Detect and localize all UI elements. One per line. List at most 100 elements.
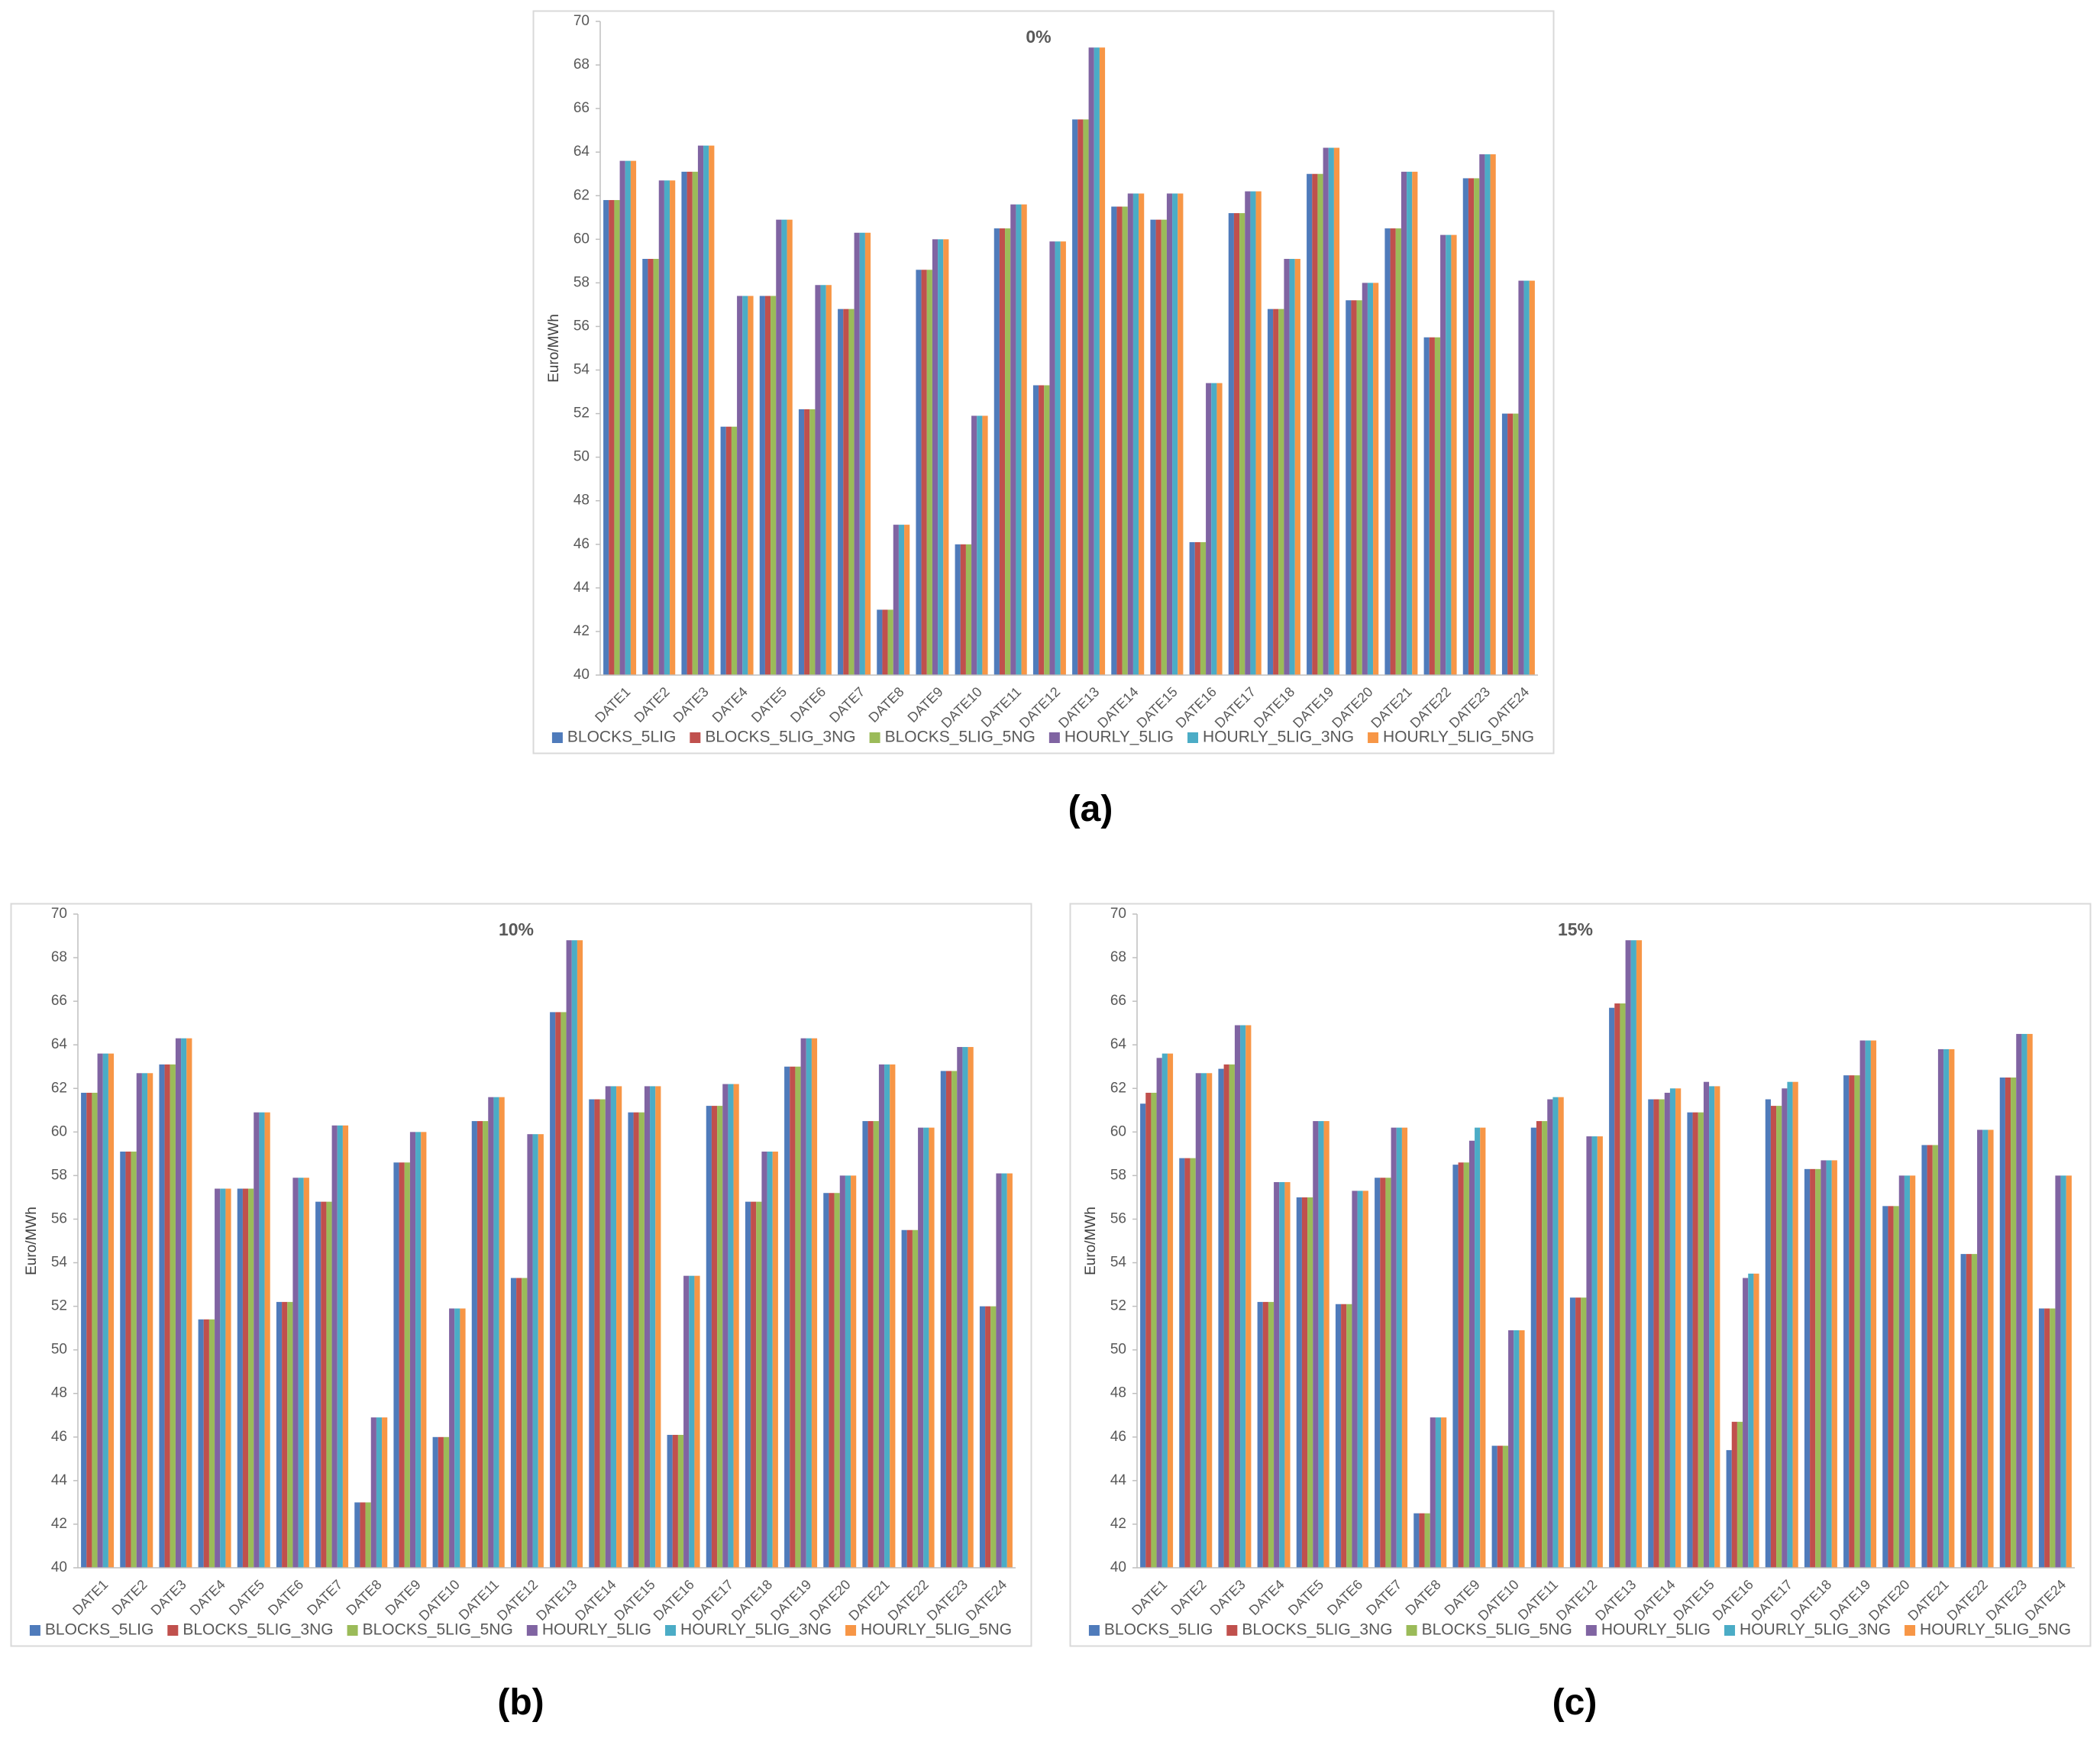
bar xyxy=(1156,1058,1162,1568)
bar xyxy=(1161,219,1167,675)
bar xyxy=(1395,228,1401,676)
bar xyxy=(220,1188,226,1568)
bar xyxy=(1318,1121,1324,1568)
bar xyxy=(1099,47,1106,676)
bar xyxy=(365,1502,371,1568)
bar xyxy=(1452,1165,1459,1568)
bar xyxy=(1960,1254,1966,1568)
bar xyxy=(790,1066,796,1568)
bar xyxy=(1630,940,1636,1568)
bar xyxy=(650,1086,656,1568)
bar xyxy=(1373,283,1379,675)
bar xyxy=(404,1162,410,1568)
bar xyxy=(1021,204,1027,675)
bar xyxy=(449,1308,455,1568)
bar xyxy=(761,1152,767,1568)
bar xyxy=(454,1308,460,1568)
bar xyxy=(510,1278,517,1568)
y-tick-label: 42 xyxy=(1110,1516,1126,1532)
bar xyxy=(1301,1197,1308,1568)
bar xyxy=(1116,206,1123,675)
bar xyxy=(748,296,754,675)
bar xyxy=(1323,147,1329,675)
bar xyxy=(1479,154,1485,675)
bar xyxy=(276,1301,283,1568)
bar xyxy=(1698,1112,1704,1568)
y-tick-label: 48 xyxy=(1110,1385,1126,1401)
bar xyxy=(728,1084,734,1568)
bar xyxy=(1262,1301,1268,1568)
bar xyxy=(1335,1304,1342,1568)
bar xyxy=(1709,1086,1715,1568)
bar xyxy=(125,1152,131,1568)
bar xyxy=(393,1162,399,1568)
bar xyxy=(443,1436,450,1568)
bar xyxy=(642,259,648,676)
bar xyxy=(1659,1099,1665,1568)
bar xyxy=(1412,171,1418,675)
bar xyxy=(614,199,620,675)
bar xyxy=(432,1436,438,1568)
bar xyxy=(619,160,625,675)
bar xyxy=(1396,1127,1402,1568)
bar xyxy=(1167,1053,1174,1568)
bar xyxy=(1485,154,1491,675)
bar xyxy=(1475,1127,1481,1568)
bar xyxy=(1558,1097,1564,1568)
bar xyxy=(1341,1304,1347,1568)
bar xyxy=(1620,1003,1626,1568)
bar xyxy=(1542,1121,1548,1568)
bar xyxy=(141,1073,148,1568)
bar xyxy=(776,219,782,675)
bar xyxy=(1312,173,1318,675)
panel-label: (b) xyxy=(497,1682,544,1723)
bar xyxy=(951,1071,958,1568)
bar xyxy=(1966,1254,1972,1568)
legend-label: HOURLY_5LIG xyxy=(1065,729,1174,746)
y-tick-label: 44 xyxy=(1110,1472,1127,1488)
bar xyxy=(1145,1092,1152,1568)
bar xyxy=(164,1064,170,1568)
bar xyxy=(1218,1068,1224,1568)
bar xyxy=(854,232,860,676)
bar xyxy=(1753,1273,1759,1568)
bar xyxy=(1140,1103,1146,1568)
y-tick-label: 56 xyxy=(51,1210,67,1226)
bar xyxy=(264,1112,270,1568)
bar xyxy=(1831,1160,1837,1568)
bar xyxy=(1737,1421,1743,1568)
bar xyxy=(1229,1064,1235,1568)
bar xyxy=(2055,1175,2061,1568)
bar xyxy=(1513,413,1519,675)
bar xyxy=(1274,1181,1280,1568)
bar xyxy=(136,1073,142,1568)
legend-label: HOURLY_5LIG xyxy=(1601,1621,1711,1639)
bar xyxy=(1609,1007,1615,1568)
bar xyxy=(1770,1106,1777,1568)
legend-swatch xyxy=(869,732,880,743)
bar xyxy=(1888,1206,1894,1568)
bar xyxy=(873,1121,879,1568)
y-tick-label: 50 xyxy=(573,449,590,465)
bar xyxy=(1508,1330,1514,1568)
bar xyxy=(2038,1308,2045,1568)
bar xyxy=(2027,1033,2033,1568)
bar xyxy=(965,544,972,675)
bar xyxy=(653,259,659,676)
bar xyxy=(1250,191,1256,675)
bar xyxy=(1977,1129,1983,1568)
bar xyxy=(1357,1191,1363,1568)
bar xyxy=(1625,940,1631,1568)
bar xyxy=(1178,193,1184,675)
bar xyxy=(709,145,715,675)
bar xyxy=(800,1038,806,1568)
bar xyxy=(1375,1178,1381,1568)
legend-swatch xyxy=(1585,1625,1597,1636)
bar xyxy=(1323,1121,1329,1568)
bar xyxy=(1384,228,1391,676)
legend-swatch xyxy=(347,1625,358,1636)
bar xyxy=(1010,204,1016,675)
bar xyxy=(376,1417,383,1568)
bar xyxy=(664,180,670,675)
bar xyxy=(921,270,927,675)
